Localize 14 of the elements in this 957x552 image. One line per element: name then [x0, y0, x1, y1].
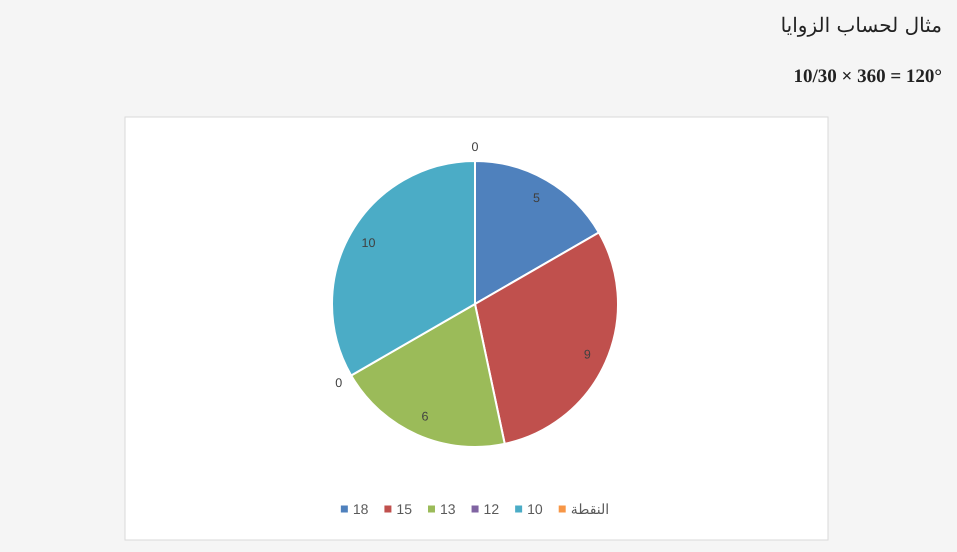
- legend-label: 15: [396, 500, 412, 517]
- legend-label: النقطة: [570, 500, 610, 517]
- data-label: 10: [362, 236, 376, 250]
- legend-label: 18: [352, 500, 369, 517]
- legend-label: 13: [440, 500, 456, 517]
- legend-label: 12: [484, 500, 500, 517]
- legend-label: 10: [527, 500, 543, 517]
- text: مثال لحساب الزوايا: [780, 13, 942, 37]
- text: 10/30 × 360 = 120°: [793, 66, 942, 87]
- text: 0: [335, 376, 342, 390]
- data-label: 6: [422, 410, 429, 424]
- data-label: 9: [584, 347, 591, 362]
- text: 0: [472, 140, 478, 154]
- data-label: 5: [533, 190, 540, 205]
